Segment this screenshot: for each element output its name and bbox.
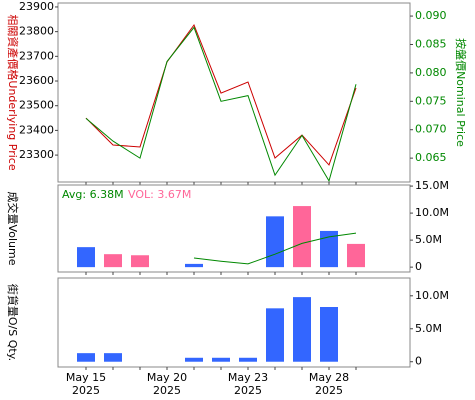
bar: [104, 254, 122, 268]
bar: [320, 230, 338, 268]
y-tick-label: 23600: [19, 74, 54, 87]
bar: [212, 357, 230, 362]
y-axis-title: 成交量Volume: [6, 192, 20, 266]
y2-tick-label: 0.080: [415, 66, 447, 79]
plot-frame: [57, 277, 411, 368]
y-axis-title: 相關資產價格Underlying Price: [6, 14, 20, 170]
avg-label: Avg: 6.38M: [62, 188, 124, 201]
y-tick-label: 23300: [19, 148, 54, 161]
bar: [185, 357, 203, 362]
bar: [293, 297, 311, 362]
y-tick-label: 23500: [19, 99, 54, 112]
y2-tick-label: 0.065: [415, 151, 447, 164]
plot-frame: [57, 2, 411, 183]
x-tick-label: May 15 2025: [65, 371, 107, 397]
x-tick-label: May 20 2025: [146, 371, 188, 397]
bar: [320, 307, 338, 362]
y2-tick-label: 0: [415, 260, 422, 273]
y-tick-label: 23700: [19, 49, 54, 62]
y2-tick-label: 5.0M: [415, 233, 442, 246]
plot-frame: [57, 184, 411, 273]
avg-line: [193, 232, 357, 265]
bar: [293, 206, 311, 268]
bar: [131, 255, 149, 268]
y-axis-title: 街貨量O/S Qty.: [6, 284, 20, 361]
y-tick-label: 23800: [19, 25, 54, 38]
y2-axis-title: 按盤價Nominal Price: [454, 38, 468, 147]
y-tick-label: 23400: [19, 123, 54, 136]
bar: [239, 357, 257, 362]
bar: [77, 353, 95, 362]
y2-tick-label: 0: [415, 355, 422, 368]
y2-tick-label: 10.0M: [415, 206, 449, 219]
x-tick-label: May 23 2025: [227, 371, 269, 397]
bar: [266, 216, 284, 268]
bar: [347, 243, 365, 268]
y2-tick-label: 10.0M: [415, 289, 449, 302]
bar: [185, 263, 203, 268]
y2-tick-label: 0.070: [415, 123, 447, 136]
y2-tick-label: 5.0M: [415, 322, 442, 335]
y2-tick-label: 0.085: [415, 37, 447, 50]
x-tick-label: May 28 2025: [308, 371, 350, 397]
bar: [266, 308, 284, 362]
vol-label: VOL: 3.67M: [128, 188, 191, 201]
y-tick-label: 23900: [19, 0, 54, 13]
bar: [104, 353, 122, 362]
price-line: [85, 23, 357, 166]
y2-tick-label: 15.0M: [415, 179, 449, 192]
price-line: [85, 26, 357, 183]
y2-tick-label: 0.075: [415, 94, 447, 107]
bar: [77, 247, 95, 268]
y2-tick-label: 0.090: [415, 9, 447, 22]
